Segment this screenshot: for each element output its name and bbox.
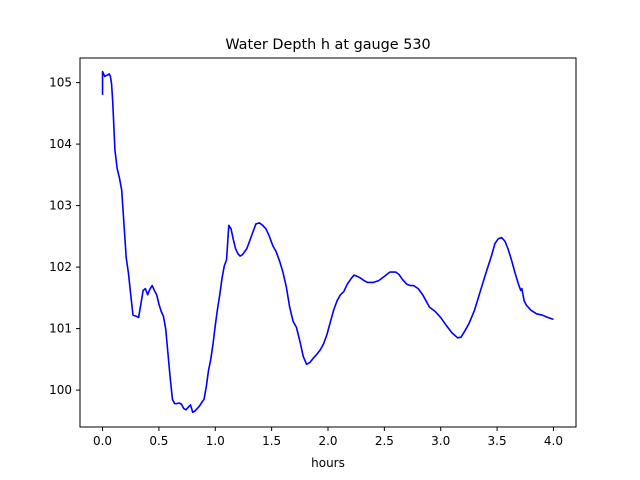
x-tick-label: 0.0 (93, 434, 112, 448)
y-tick-label: 105 (49, 76, 72, 90)
y-tick-label: 102 (49, 260, 72, 274)
x-tick-label: 2.5 (375, 434, 394, 448)
x-tick-label: 1.5 (262, 434, 281, 448)
y-tick-label: 100 (49, 383, 72, 397)
plot-area (79, 57, 577, 428)
chart-title: Water Depth h at gauge 530 (225, 37, 430, 53)
series-line (101, 70, 554, 414)
x-tick-label: 2.0 (318, 434, 337, 448)
x-tick-label: 3.0 (431, 434, 450, 448)
y-tick-label: 103 (49, 199, 72, 213)
x-tick-label: 4.0 (544, 434, 563, 448)
y-tick-label: 104 (49, 137, 72, 151)
y-tick-label: 101 (49, 322, 72, 336)
x-tick-label: 0.5 (149, 434, 168, 448)
plot-frame (79, 57, 577, 428)
x-axis-label: hours (311, 456, 345, 470)
x-axis-ticks: 0.0 0.5 1.0 1.5 2.0 2.5 3.0 3.5 4.0 (93, 427, 563, 448)
y-axis-ticks: 100 101 102 103 104 105 (49, 76, 80, 397)
x-tick-label: 3.5 (488, 434, 507, 448)
series-layer (101, 70, 554, 414)
x-tick-label: 1.0 (206, 434, 225, 448)
